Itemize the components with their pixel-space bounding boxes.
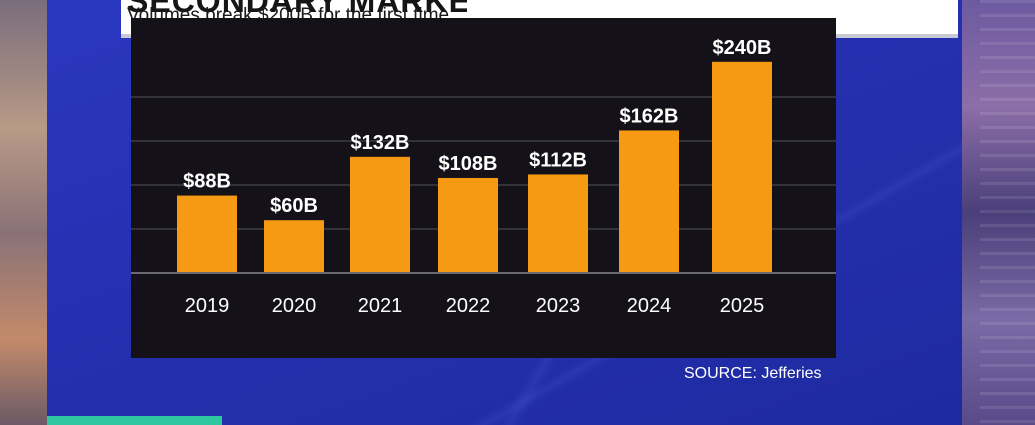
x-tick-2021: 2021 — [358, 295, 403, 317]
bar-chart: $88B 2019 $60B 2020 $132B 2021 $108B 2022 $112B 2… — [131, 37, 836, 317]
background-right — [960, 0, 1035, 425]
bar-2023 — [528, 174, 588, 273]
bar-2020 — [264, 220, 324, 273]
value-label-2021: $132B — [351, 132, 410, 154]
bar-2022 — [438, 177, 498, 273]
x-tick-2022: 2022 — [446, 295, 491, 317]
x-tick-2019: 2019 — [185, 295, 230, 317]
chart-area: $88B 2019 $60B 2020 $132B 2021 $108B 2022 $112B 2… — [131, 18, 836, 358]
background-building — [980, 0, 1035, 425]
x-tick-2023: 2023 — [536, 295, 581, 317]
bar-2025 — [712, 61, 772, 273]
source-label: SOURCE: Jefferies — [684, 365, 822, 382]
value-label-2025: $240B — [713, 37, 772, 59]
chart-title: SECONDARY MARKET — [127, 0, 467, 19]
x-tick-2025: 2025 — [720, 295, 765, 317]
x-tick-2020: 2020 — [272, 295, 317, 317]
value-label-2019: $88B — [183, 171, 231, 193]
value-label-2023: $112B — [529, 149, 587, 171]
value-label-2022: $108B — [439, 153, 498, 175]
value-label-2024: $162B — [620, 105, 679, 127]
bar-2021 — [350, 156, 410, 273]
value-label-2020: $60B — [270, 195, 318, 217]
ticker-strip — [47, 416, 222, 425]
x-tick-2024: 2024 — [627, 295, 672, 317]
bar-2019 — [177, 195, 237, 273]
bar-2024 — [619, 130, 679, 273]
